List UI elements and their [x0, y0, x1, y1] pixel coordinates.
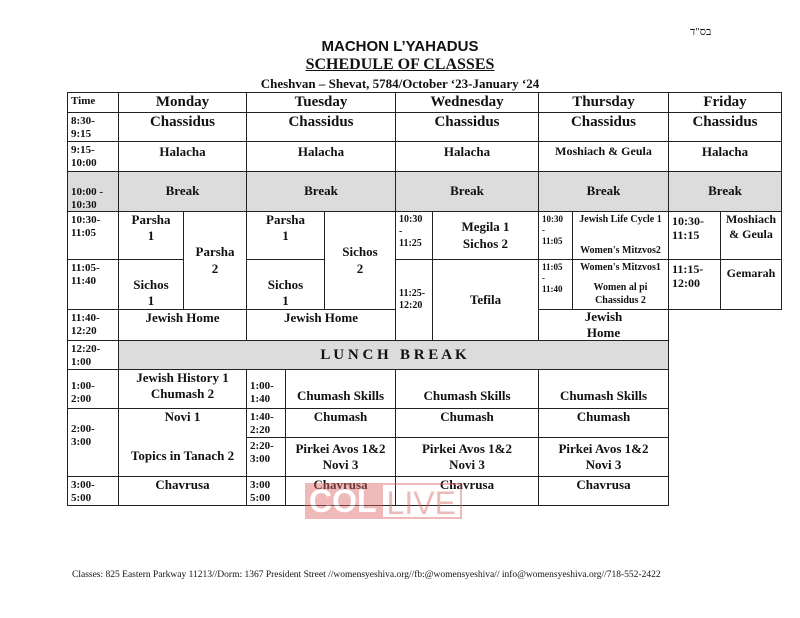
class-cell: Chumash	[538, 408, 669, 438]
time-slot: 12:20- 1:00	[67, 340, 119, 370]
class-life-cycle: Jewish Life Cycle 1	[579, 214, 662, 225]
time-slot: 10:30 - 11:05	[538, 211, 573, 260]
class-cell: Pirkei Avos 1&2 Novi 3	[395, 437, 539, 477]
break-cell: Break	[395, 171, 539, 212]
class-cell: Gemarah	[720, 259, 782, 310]
class-cell: Halacha	[668, 141, 782, 172]
time-slot: 1:00- 1:40	[246, 369, 286, 409]
class-cell: Pirkei Avos 1&2 Novi 3	[285, 437, 396, 477]
class-cell: Chassidus	[118, 112, 247, 142]
footer-contact: Classes: 825 Eastern Parkway 11213//Dorm…	[72, 570, 661, 580]
class-cell: Sichos 2	[324, 211, 396, 310]
break-cell: Break	[118, 171, 247, 212]
time-slot: 11:15- 12:00	[668, 259, 721, 310]
day-header-monday: Monday	[118, 92, 247, 113]
class-cell: Halacha	[246, 141, 396, 172]
class-cell: Novi 1 Topics in Tanach 2	[118, 408, 247, 477]
time-slot: 1:00- 2:00	[67, 369, 119, 409]
time-slot: 3:00 5:00	[246, 476, 286, 506]
day-header-wednesday: Wednesday	[395, 92, 539, 113]
day-header-tuesday: Tuesday	[246, 92, 396, 113]
time-slot: 11:05- 11:40	[67, 259, 119, 310]
page-title: SCHEDULE OF CLASSES	[305, 56, 495, 73]
watermark-logo: COL LIVE	[305, 483, 462, 521]
class-cell: Sichos 1	[246, 259, 325, 310]
time-slot: 8:30- 9:15	[67, 112, 119, 142]
class-cell: Jewish Home	[538, 309, 669, 341]
class-cell: Halacha	[118, 141, 247, 172]
break-cell: Break	[538, 171, 669, 212]
time-slot: 10:00 - 10:30	[67, 171, 119, 212]
class-cell: Jewish Home	[246, 309, 396, 341]
class-mitzvos1: Women's Mitzvos1	[580, 262, 661, 273]
class-novi: Novi 1	[164, 409, 201, 424]
class-cell: Chassidus	[246, 112, 396, 142]
hebrew-mark: בס"ד	[690, 26, 712, 38]
time-slot: 2:20- 3:00	[246, 437, 286, 477]
class-cell: Parsha 1	[246, 211, 325, 260]
class-al-pi: Women al pi Chassidus 2	[593, 282, 648, 306]
class-cell: Chassidus	[395, 112, 539, 142]
class-cell: Moshiach & Geula	[720, 211, 782, 260]
lunch-break: L U N C H B R E A K	[118, 340, 669, 370]
day-header-friday: Friday	[668, 92, 782, 113]
class-cell: Chavrusa	[538, 476, 669, 506]
class-cell: Tefila	[432, 259, 539, 341]
time-slot: 11:05 - 11:40	[538, 259, 573, 310]
class-cell: Women's Mitzvos1 Women al pi Chassidus 2	[572, 259, 669, 310]
class-cell: Chumash Skills	[285, 369, 396, 409]
class-cell: Megila 1 Sichos 2	[432, 211, 539, 260]
class-cell: Jewish Home	[118, 309, 247, 341]
class-tanach: Topics in Tanach 2	[130, 447, 235, 463]
class-cell: Sichos 1	[118, 259, 184, 310]
class-cell: Chumash	[395, 408, 539, 438]
class-mitzvos2: Women's Mitzvos2	[580, 244, 661, 256]
class-cell: Chassidus	[538, 112, 669, 142]
class-cell: Moshiach & Geula	[538, 141, 669, 172]
time-header: Time	[67, 92, 119, 113]
break-cell: Break	[668, 171, 782, 212]
break-cell: Break	[246, 171, 396, 212]
class-cell: Chassidus	[668, 112, 782, 142]
time-slot: 2:00- 3:00	[67, 408, 119, 477]
day-header-thursday: Thursday	[538, 92, 669, 113]
class-cell: Pirkei Avos 1&2 Novi 3	[538, 437, 669, 477]
org-name: MACHON L’YAHADUS	[321, 38, 479, 55]
class-cell: Chavrusa	[395, 476, 539, 506]
class-cell: Jewish History 1 Chumash 2	[118, 369, 247, 409]
time-slot: 3:00- 5:00	[67, 476, 119, 506]
class-cell: Jewish Life Cycle 1 Women's Mitzvos2	[572, 211, 669, 260]
class-cell: Parsha 1	[118, 211, 184, 260]
time-slot: 10:30 - 11:25	[395, 211, 433, 260]
time-slot: 11:40- 12:20	[67, 309, 119, 341]
time-slot: 9:15- 10:00	[67, 141, 119, 172]
class-cell: Parsha 2	[183, 211, 247, 310]
class-cell: Chumash Skills	[538, 369, 669, 409]
class-cell: Chumash	[285, 408, 396, 438]
time-slot: 1:40- 2:20	[246, 408, 286, 438]
time-slot: 10:30- 11:05	[67, 211, 119, 260]
class-cell: Chavrusa	[285, 476, 396, 506]
class-cell: Chavrusa	[118, 476, 247, 506]
time-slot: 10:30- 11:15	[668, 211, 721, 260]
time-slot: 11:25- 12:20	[395, 259, 433, 341]
class-cell: Chumash Skills	[395, 369, 539, 409]
class-cell: Halacha	[395, 141, 539, 172]
page-subtitle: Cheshvan – Shevat, 5784/October ‘23-Janu…	[260, 76, 540, 91]
